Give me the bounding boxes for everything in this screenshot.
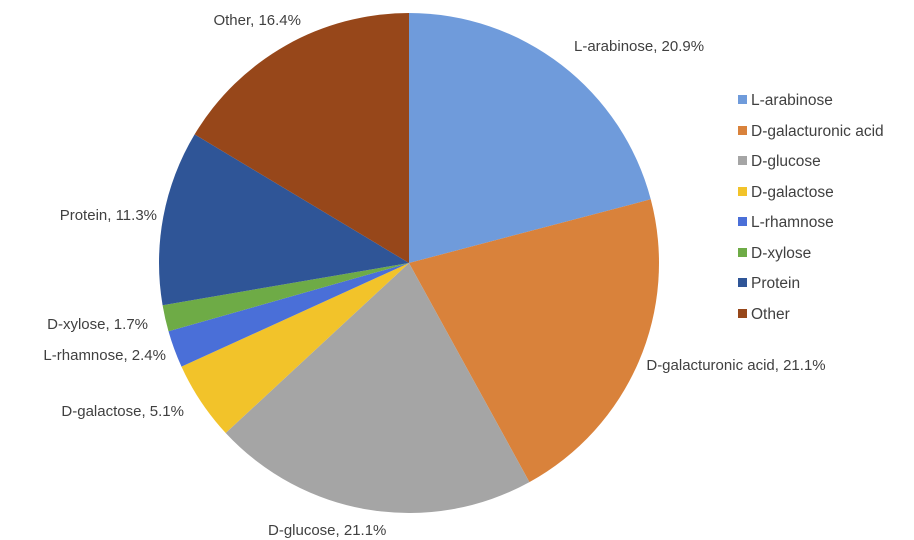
legend-swatch: [738, 247, 747, 257]
legend-label: L-arabinose: [751, 92, 833, 109]
data-label: D-xylose, 1.7%: [47, 316, 148, 333]
legend-label: D-galactose: [751, 183, 834, 201]
data-label: D-galacturonic acid, 21.1%: [646, 357, 826, 374]
legend-label: L-rhamnose: [751, 214, 834, 231]
legend-item: L-arabinose: [738, 92, 833, 110]
legend-swatch: [738, 217, 747, 226]
legend-swatch: [738, 278, 747, 287]
data-label: Protein, 11.3%: [59, 207, 157, 224]
legend-label: D-glucose: [751, 153, 821, 170]
legend-swatch: [738, 95, 747, 104]
pie-slice: [409, 13, 651, 263]
legend-item: L-rhamnose: [738, 214, 834, 232]
legend-item: D-glucose: [738, 153, 821, 171]
legend-label: Protein: [751, 275, 801, 292]
legend-swatch: [738, 156, 747, 165]
legend-swatch: [738, 125, 747, 135]
data-label: L-rhamnose, 2.4%: [43, 347, 166, 364]
pie-slice: [159, 134, 409, 306]
legend-item: Protein: [738, 275, 800, 293]
pie-slice: [181, 263, 409, 433]
pie-slice: [162, 263, 409, 332]
data-label: D-glucose, 21.1%: [268, 522, 387, 539]
pie-slice: [409, 199, 659, 483]
legend-label: Other: [751, 305, 790, 323]
legend-label: D-galacturonic acid: [751, 122, 884, 140]
legend-item: D-galacturonic acid: [738, 123, 884, 141]
data-label: Other, 16.4%: [213, 12, 301, 29]
legend-label: D-xylose: [751, 244, 812, 262]
pie-slice: [168, 263, 409, 367]
legend-item: Other: [738, 306, 790, 324]
legend-item: D-galactose: [738, 184, 834, 202]
pie-slice: [225, 263, 530, 513]
legend-swatch: [738, 308, 747, 318]
pie-slice: [194, 13, 409, 263]
legend-swatch: [738, 186, 747, 196]
data-label: L-arabinose, 20.9%: [574, 38, 705, 55]
data-label: D-galactose, 5.1%: [61, 403, 184, 420]
legend-item: D-xylose: [738, 245, 811, 263]
